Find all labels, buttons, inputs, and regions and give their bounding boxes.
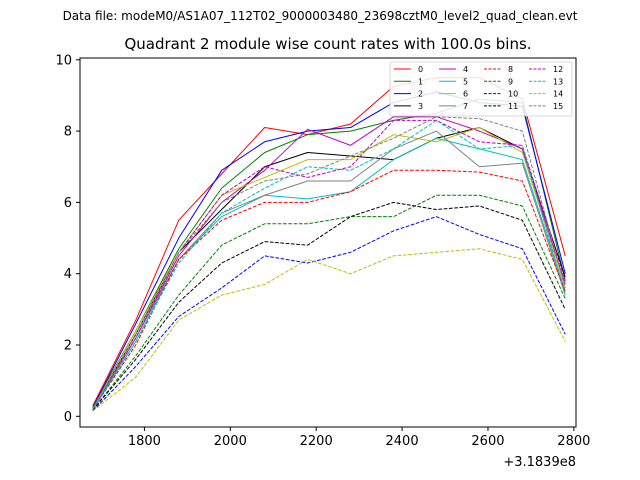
legend-label-9: 9 <box>508 77 513 86</box>
x-tick-label: 2000 <box>214 434 247 449</box>
x-offset-label: +3.1839e8 <box>503 455 576 470</box>
x-tick-label: 2200 <box>300 434 333 449</box>
x-tick-label: 2400 <box>386 434 419 449</box>
y-tick-label: 2 <box>64 339 72 354</box>
series-line-9 <box>92 194 566 411</box>
series-line-4 <box>92 116 566 410</box>
y-tick-label: 10 <box>55 53 72 68</box>
legend-label-10: 10 <box>508 90 518 99</box>
legend-label-12: 12 <box>553 65 563 74</box>
legend-label-6: 6 <box>463 90 468 99</box>
legend-label-8: 8 <box>508 65 513 74</box>
legend-label-3: 3 <box>418 102 423 111</box>
y-tick-label: 6 <box>64 196 72 211</box>
axes-frame <box>79 57 577 428</box>
legend-label-0: 0 <box>418 65 423 74</box>
series-line-11 <box>92 201 566 411</box>
legend-label-11: 11 <box>508 102 518 111</box>
series-line-13 <box>92 119 566 410</box>
series-line-6 <box>92 127 566 409</box>
y-tick-label: 8 <box>64 125 72 140</box>
x-tick-label: 2600 <box>471 434 504 449</box>
legend-label-1: 1 <box>418 77 423 86</box>
suptitle: Data file: modeM0/AS1A07_112T02_90000034… <box>63 9 578 23</box>
x-tick-label: 1800 <box>128 434 161 449</box>
chart-title: Quadrant 2 module wise count rates with … <box>124 35 531 53</box>
series-line-7 <box>92 130 566 410</box>
legend-label-4: 4 <box>463 65 468 74</box>
legend-label-13: 13 <box>553 77 563 86</box>
series-line-8 <box>92 169 566 410</box>
series-line-10 <box>92 216 566 412</box>
x-tick-label: 2800 <box>557 434 590 449</box>
series-line-14 <box>92 248 566 412</box>
legend-label-7: 7 <box>463 102 468 111</box>
y-tick-label: 4 <box>64 267 72 282</box>
legend-label-15: 15 <box>553 102 563 111</box>
y-tick-label: 0 <box>64 410 72 425</box>
legend-label-2: 2 <box>418 90 423 99</box>
series-line-15 <box>92 116 566 409</box>
legend-frame <box>389 61 573 117</box>
legend-label-5: 5 <box>463 77 468 86</box>
plot-area <box>92 77 566 412</box>
legend-label-14: 14 <box>553 90 563 99</box>
